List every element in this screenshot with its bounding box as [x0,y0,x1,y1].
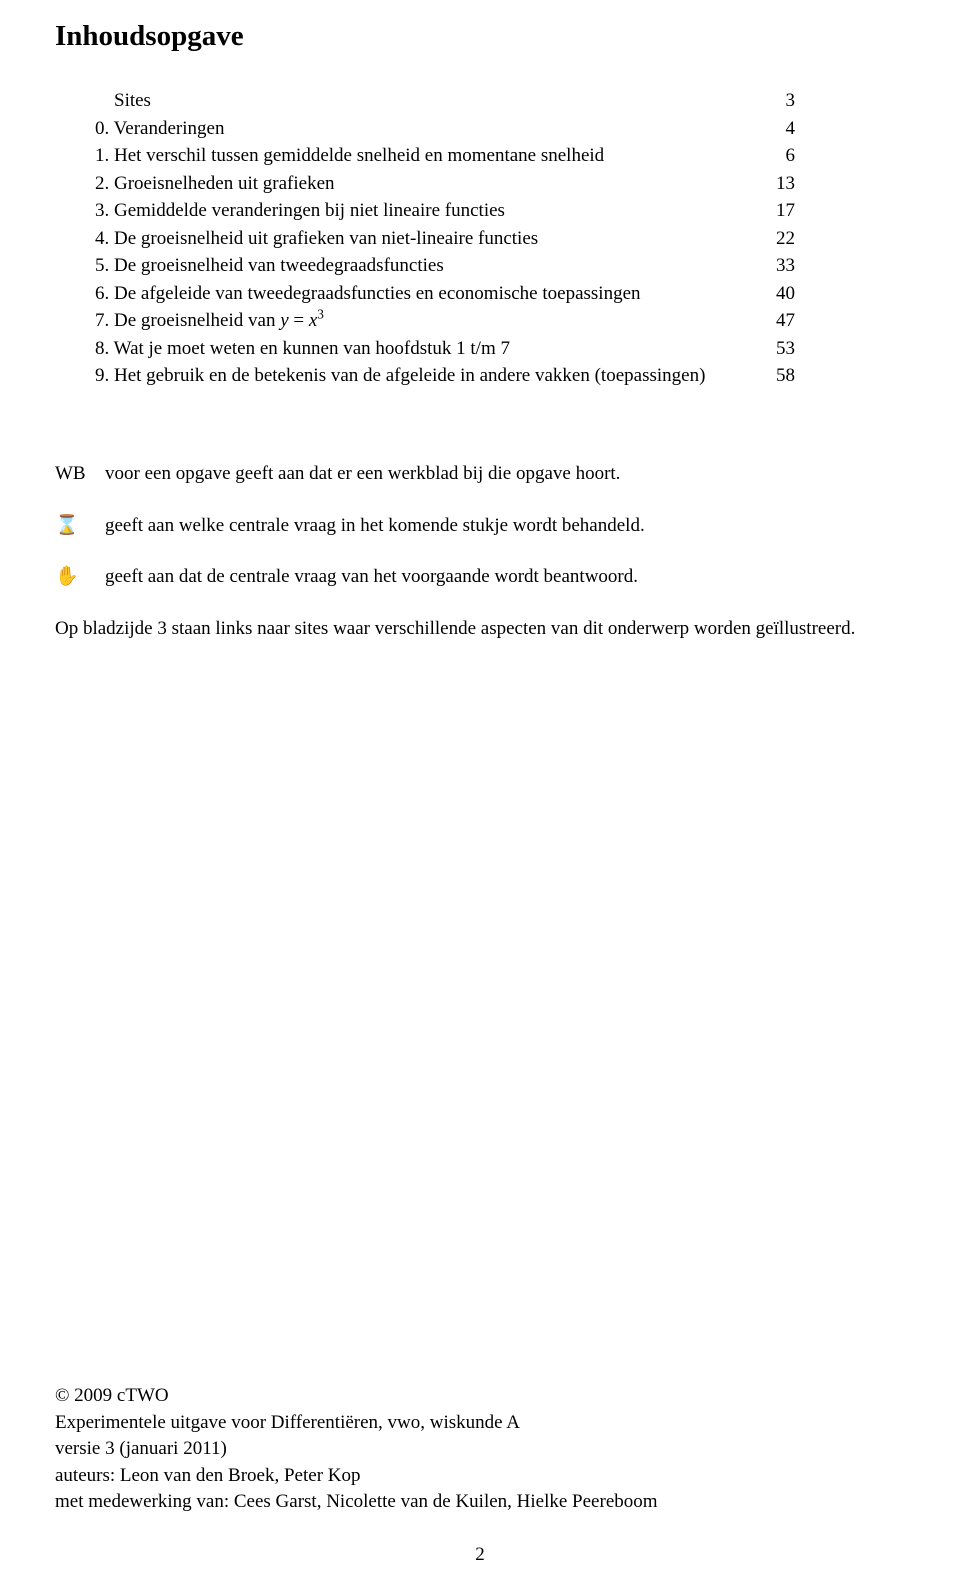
legend-row: WBvoor een opgave geeft aan dat er een w… [55,460,905,488]
toc-row: 0. Veranderingen 4 [95,115,795,143]
toc-row: 4. De groeisnelheid uit grafieken van ni… [95,225,795,253]
footer-version: versie 3 (januari 2011) [55,1436,905,1463]
toc-row: 2. Groeisnelheden uit grafieken 13 [95,170,795,198]
toc-page: 17 [765,197,795,225]
toc-label: Sites [95,87,151,115]
legend-text: geeft aan welke centrale vraag in het ko… [105,512,645,540]
note-paragraph: Op bladzijde 3 staan links naar sites wa… [55,615,905,643]
toc-label: 6. De afgeleide van tweedegraadsfuncties… [95,280,641,308]
toc-row: 7. De groeisnelheid van y = x3 47 [95,307,795,335]
toc-row: 9. Het gebruik en de betekenis van de af… [95,362,795,390]
legend-text: voor een opgave geeft aan dat er een wer… [105,460,620,488]
toc-page: 58 [765,362,795,390]
toc-page: 3 [765,87,795,115]
legend-row: ⌛geeft aan welke centrale vraag in het k… [55,512,905,540]
legend-text: geeft aan dat de centrale vraag van het … [105,563,638,591]
legend-symbol: WB [55,460,105,488]
toc-page: 33 [765,252,795,280]
toc-label: 8. Wat je moet weten en kunnen van hoofd… [95,335,510,363]
toc-label: 5. De groeisnelheid van tweedegraadsfunc… [95,252,444,280]
toc-page: 22 [765,225,795,253]
footer-contributors: met medewerking van: Cees Garst, Nicolet… [55,1489,905,1516]
page-number: 2 [0,1544,960,1566]
toc-page: 53 [765,335,795,363]
footer: © 2009 cTWO Experimentele uitgave voor D… [55,1383,905,1516]
toc-page: 40 [765,280,795,308]
toc-row: Sites 3 [95,87,795,115]
table-of-contents: Sites 3 0. Veranderingen 4 1. Het verschil t… [95,87,905,390]
toc-label: 9. Het gebruik en de betekenis van de af… [95,362,705,390]
toc-row: 5. De groeisnelheid van tweedegraadsfunc… [95,252,795,280]
toc-label: 7. De groeisnelheid van y = x3 [95,307,324,335]
legend: WBvoor een opgave geeft aan dat er een w… [55,460,905,591]
footer-copyright: © 2009 cTWO [55,1383,905,1410]
toc-label: 1. Het verschil tussen gemiddelde snelhe… [95,142,604,170]
toc-row: 6. De afgeleide van tweedegraadsfuncties… [95,280,795,308]
toc-page: 47 [765,307,795,335]
toc-label: 3. Gemiddelde veranderingen bij niet lin… [95,197,505,225]
legend-symbol: ✋ [55,563,105,591]
toc-page: 4 [765,115,795,143]
page-title: Inhoudsopgave [55,20,905,53]
footer-edition: Experimentele uitgave voor Differentiëre… [55,1410,905,1437]
toc-page: 13 [765,170,795,198]
toc-page: 6 [765,142,795,170]
footer-authors: auteurs: Leon van den Broek, Peter Kop [55,1463,905,1490]
toc-label: 2. Groeisnelheden uit grafieken [95,170,335,198]
legend-symbol: ⌛ [55,512,105,540]
legend-row: ✋geeft aan dat de centrale vraag van het… [55,563,905,591]
toc-label: 4. De groeisnelheid uit grafieken van ni… [95,225,538,253]
toc-row: 3. Gemiddelde veranderingen bij niet lin… [95,197,795,225]
toc-label: 0. Veranderingen [95,115,224,143]
toc-row: 8. Wat je moet weten en kunnen van hoofd… [95,335,795,363]
toc-row: 1. Het verschil tussen gemiddelde snelhe… [95,142,795,170]
